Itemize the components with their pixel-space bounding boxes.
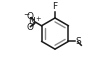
Text: S: S xyxy=(75,37,81,46)
Text: O: O xyxy=(26,23,33,32)
Text: O: O xyxy=(26,12,33,21)
Text: N: N xyxy=(28,17,35,26)
Text: −: − xyxy=(24,12,30,18)
Text: F: F xyxy=(52,2,58,11)
Text: +: + xyxy=(35,16,40,22)
